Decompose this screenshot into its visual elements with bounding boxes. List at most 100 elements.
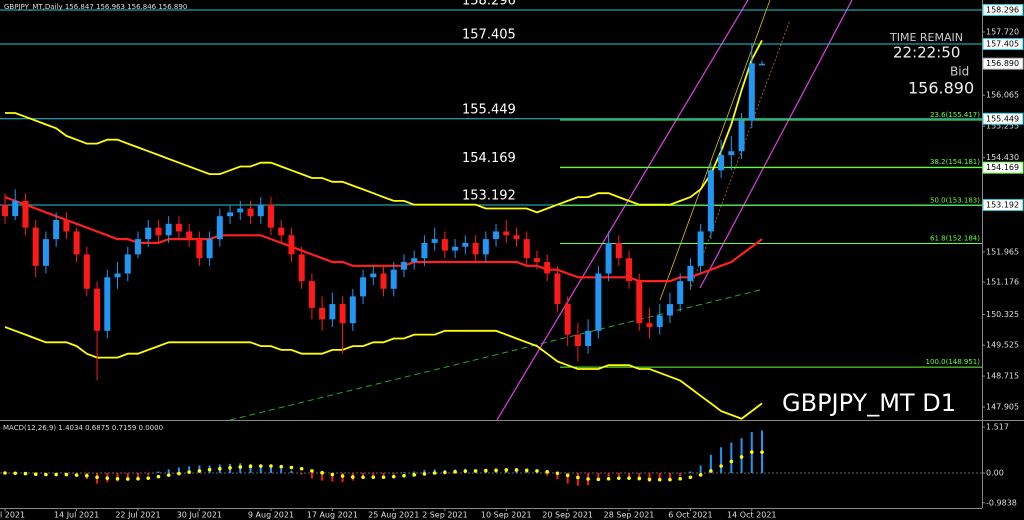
indicator-line bbox=[4, 326, 763, 420]
macd-bar bbox=[321, 473, 324, 481]
x-tick-label: 22 Jul 2021 bbox=[115, 511, 160, 520]
macd-signal-dot bbox=[361, 475, 365, 480]
macd-bar bbox=[372, 473, 375, 478]
macd-bar bbox=[331, 473, 334, 482]
candle-body bbox=[462, 242, 469, 247]
macd-bar bbox=[628, 473, 631, 478]
y-tick-label: 148.715 bbox=[986, 372, 1019, 381]
macd-bar bbox=[382, 473, 385, 477]
macd-bar bbox=[709, 454, 712, 473]
candle-body bbox=[677, 281, 684, 305]
candle-body bbox=[595, 273, 602, 331]
macd-bar bbox=[188, 466, 191, 473]
time-remain: 22:22:50 bbox=[893, 44, 960, 62]
macd-bar bbox=[566, 473, 569, 484]
candle-body bbox=[32, 227, 39, 266]
macd-signal-dot bbox=[576, 475, 580, 480]
channel-line bbox=[496, 0, 749, 421]
candle-body bbox=[114, 273, 121, 278]
candle-body bbox=[278, 227, 285, 236]
macd-signal-dot bbox=[228, 466, 232, 470]
x-tick-label: 14 Oct 2021 bbox=[727, 511, 776, 520]
macd-signal-dot bbox=[719, 464, 723, 468]
candle-body bbox=[441, 239, 448, 251]
candle-body bbox=[94, 288, 101, 331]
x-tick-label: 20 Sep 2021 bbox=[542, 511, 593, 520]
candle-body bbox=[308, 281, 315, 308]
time-remain-label: TIME REMAIN bbox=[889, 31, 963, 44]
candle-body bbox=[697, 231, 704, 266]
macd-signal-dot bbox=[709, 469, 713, 473]
level-label: 157.405 bbox=[462, 28, 516, 43]
macd-bar bbox=[648, 473, 651, 483]
macd-signal-dot bbox=[146, 476, 151, 480]
macd-bar bbox=[280, 468, 283, 473]
candle-body bbox=[748, 63, 755, 121]
macd-bar bbox=[402, 472, 405, 473]
channel-line bbox=[699, 0, 853, 289]
macd-signal-dot bbox=[504, 468, 509, 472]
candle-body bbox=[42, 239, 49, 266]
level-axis-label: 157.405 bbox=[986, 40, 1019, 49]
macd-signal-dot bbox=[105, 476, 110, 480]
candle-body bbox=[759, 63, 766, 66]
y-tick-label: 150.325 bbox=[986, 310, 1019, 319]
candle-body bbox=[360, 277, 367, 297]
macd-signal-dot bbox=[289, 465, 294, 470]
macd-bar bbox=[259, 464, 262, 473]
candle-body bbox=[523, 239, 530, 259]
macd-signal-dot bbox=[207, 467, 212, 472]
level-label: 158.296 bbox=[462, 0, 516, 8]
macd-bar bbox=[607, 473, 610, 477]
candle-body bbox=[390, 269, 397, 289]
level-axis-box bbox=[982, 199, 1024, 212]
macd-bar bbox=[310, 473, 313, 479]
indicator-line bbox=[5, 39, 763, 214]
macd-signal-dot bbox=[279, 464, 284, 469]
macd-bar bbox=[177, 467, 180, 473]
macd-bar bbox=[535, 473, 538, 474]
candle-body bbox=[124, 254, 131, 274]
candle-body bbox=[728, 151, 735, 156]
macd-signal-dot bbox=[463, 469, 468, 473]
macd-bar bbox=[413, 471, 416, 473]
macd-bar bbox=[576, 473, 579, 486]
macd-signal-dot bbox=[371, 475, 376, 480]
level-axis-label: 158.296 bbox=[986, 5, 1019, 14]
x-tick-label: 5 Jul 2021 bbox=[0, 511, 25, 520]
macd-signal-dot bbox=[136, 476, 140, 481]
macd-signal-dot bbox=[565, 473, 570, 478]
candle-body bbox=[349, 296, 356, 324]
x-tick-label: 25 Aug 2021 bbox=[368, 511, 419, 520]
candle-body bbox=[503, 231, 510, 236]
fibo-label: 23.6(155.417) bbox=[930, 111, 980, 119]
macd-y-tick-label: 1.517 bbox=[986, 423, 1009, 432]
candle-body bbox=[626, 258, 633, 282]
level-axis-label: 155.449 bbox=[986, 114, 1019, 123]
candle-body bbox=[288, 235, 295, 255]
macd-signal-dot bbox=[647, 477, 652, 482]
macd-signal-dot bbox=[74, 473, 79, 477]
macd-signal-dot bbox=[678, 476, 682, 481]
y-tick-label: 157.720 bbox=[986, 27, 1019, 36]
candle-body bbox=[636, 281, 643, 324]
candle-body bbox=[380, 273, 387, 289]
candle-body bbox=[216, 216, 223, 240]
macd-bar bbox=[699, 465, 702, 473]
fibo-label: 100.0(148.951) bbox=[926, 358, 981, 366]
candle-body bbox=[482, 239, 489, 255]
candle-body bbox=[134, 239, 141, 255]
macd-signal-dot bbox=[3, 471, 7, 475]
macd-signal-dot bbox=[627, 476, 631, 480]
x-tick-label: 2 Sep 2021 bbox=[422, 511, 468, 520]
x-tick-label: 28 Sep 2021 bbox=[604, 511, 655, 520]
level-label: 153.192 bbox=[462, 189, 516, 204]
macd-y-tick-label: 0.00 bbox=[986, 469, 1004, 478]
macd-signal-dot bbox=[54, 472, 58, 477]
candle-body bbox=[400, 262, 407, 270]
candle-body bbox=[564, 304, 571, 335]
macd-signal-dot bbox=[125, 477, 130, 481]
macd-signal-dot bbox=[64, 472, 69, 477]
